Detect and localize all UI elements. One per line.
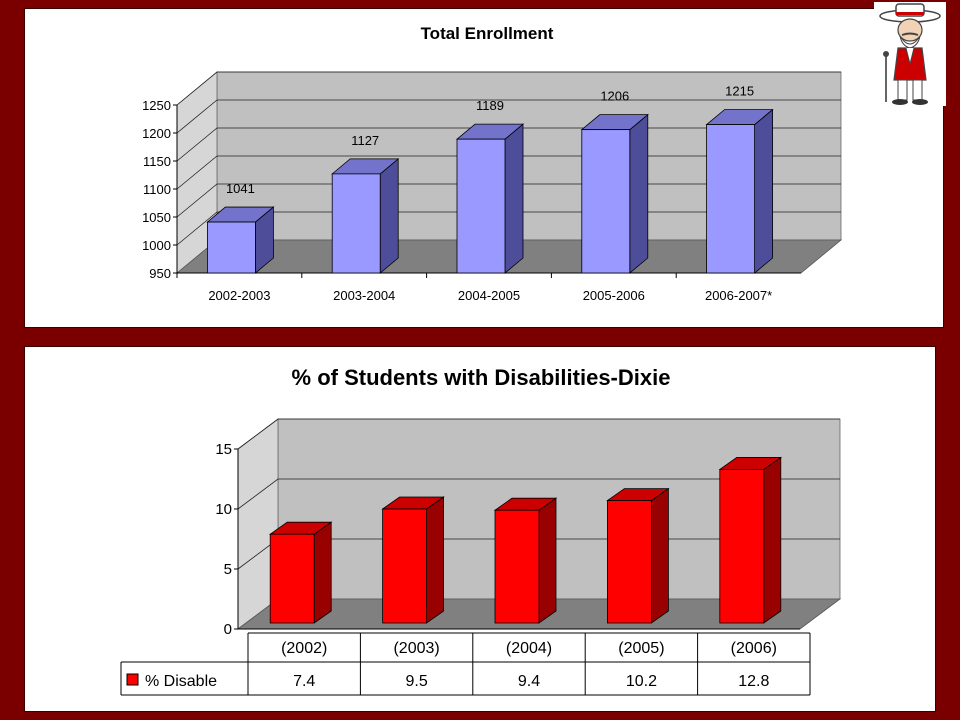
legend-swatch [126, 673, 139, 686]
bar [206, 206, 275, 274]
bar-front [607, 500, 652, 624]
bar-front [331, 173, 381, 274]
colonel-mascot-icon [874, 2, 946, 106]
y-tick-label: 5 [224, 561, 232, 578]
bar [455, 123, 525, 274]
table-category-cell: (2004) [506, 640, 552, 657]
x-tick-label: 2005-2006 [583, 288, 645, 303]
bar-front [494, 509, 540, 624]
bar-front [706, 124, 755, 274]
bar-side [504, 123, 524, 274]
bar [268, 521, 333, 624]
bar-front [269, 533, 315, 624]
bar-side [538, 497, 557, 624]
bar-front [382, 508, 428, 624]
gridline [176, 71, 841, 106]
bar-front [719, 469, 765, 624]
y-tick-label: 1100 [143, 182, 171, 197]
bar-front [206, 221, 256, 274]
bar-front [581, 129, 631, 274]
disabilities-chart-panel: % of Students with Disabilities-Dixie 0 5… [24, 346, 936, 712]
bar [331, 158, 400, 274]
bar [493, 497, 558, 624]
chart-title: Total Enrollment [421, 24, 554, 43]
gridline [176, 99, 841, 134]
chart-title: % of Students with Disabilities-Dixie [292, 365, 671, 390]
table-value-cell: 12.8 [738, 673, 769, 690]
x-tick-label: 2003-2004 [333, 288, 395, 303]
bar [381, 496, 445, 624]
bar-side [754, 108, 773, 274]
data-label: 1206 [600, 89, 629, 104]
y-tick-label: 10 [215, 501, 232, 518]
bar-side [313, 521, 332, 624]
disabilities-plot: 0 5 10 15 (2002) 7.4 (2003) 9.5 (2004) 9.4 (2005) 1… [120, 418, 842, 696]
data-label: 1041 [226, 181, 255, 196]
legend-label: % Disable [145, 673, 217, 690]
table-category-cell: (2003) [393, 640, 439, 657]
enrollment-plot: 950 1000 1050 1100 1150 1200 1250 1041 1127 1189 1… [142, 71, 843, 303]
y-tick-label: 1200 [142, 126, 171, 141]
table-category-cell: (2005) [618, 640, 664, 657]
table-value-cell: 9.5 [405, 673, 427, 690]
x-tick-label: 2002-2003 [208, 288, 270, 303]
bar-side [379, 158, 399, 274]
enrollment-chart-panel: Total Enrollment 950 1000 1050 1100 1150 1200… [24, 8, 944, 328]
x-tick-label: 2006-2007* [705, 288, 772, 303]
x-tick-label: 2004-2005 [458, 288, 520, 303]
bar-side [651, 487, 669, 624]
bar-side [629, 113, 649, 274]
table-value-cell: 7.4 [293, 673, 315, 690]
bar [580, 113, 649, 274]
bar [718, 456, 783, 624]
bar-side [763, 456, 782, 624]
table-category-cell: (2002) [281, 640, 327, 657]
table-category-cell: (2006) [731, 640, 777, 657]
bar [606, 487, 670, 624]
bar-front [456, 138, 506, 274]
y-tick-label: 15 [215, 441, 232, 458]
table-value-cell: 9.4 [518, 673, 540, 690]
table-value-cell: 10.2 [626, 673, 657, 690]
y-tick-label: 1150 [143, 154, 171, 169]
gridline [237, 478, 840, 510]
enrollment-chart: Total Enrollment 950 1000 1050 1100 1150 1200… [142, 24, 843, 303]
data-label: 1215 [725, 84, 754, 99]
y-tick-label: 0 [224, 621, 232, 638]
y-tick-label: 950 [149, 266, 171, 281]
y-tick-label: 1250 [142, 98, 171, 113]
data-label: 1189 [476, 98, 504, 113]
data-label: 1127 [351, 133, 379, 148]
bar [705, 108, 774, 274]
bar-side [426, 496, 445, 624]
gridline [237, 418, 840, 450]
disabilities-chart: % of Students with Disabilities-Dixie 0 5… [120, 365, 842, 696]
y-tick-label: 1000 [142, 238, 171, 253]
y-tick-label: 1050 [142, 210, 171, 225]
